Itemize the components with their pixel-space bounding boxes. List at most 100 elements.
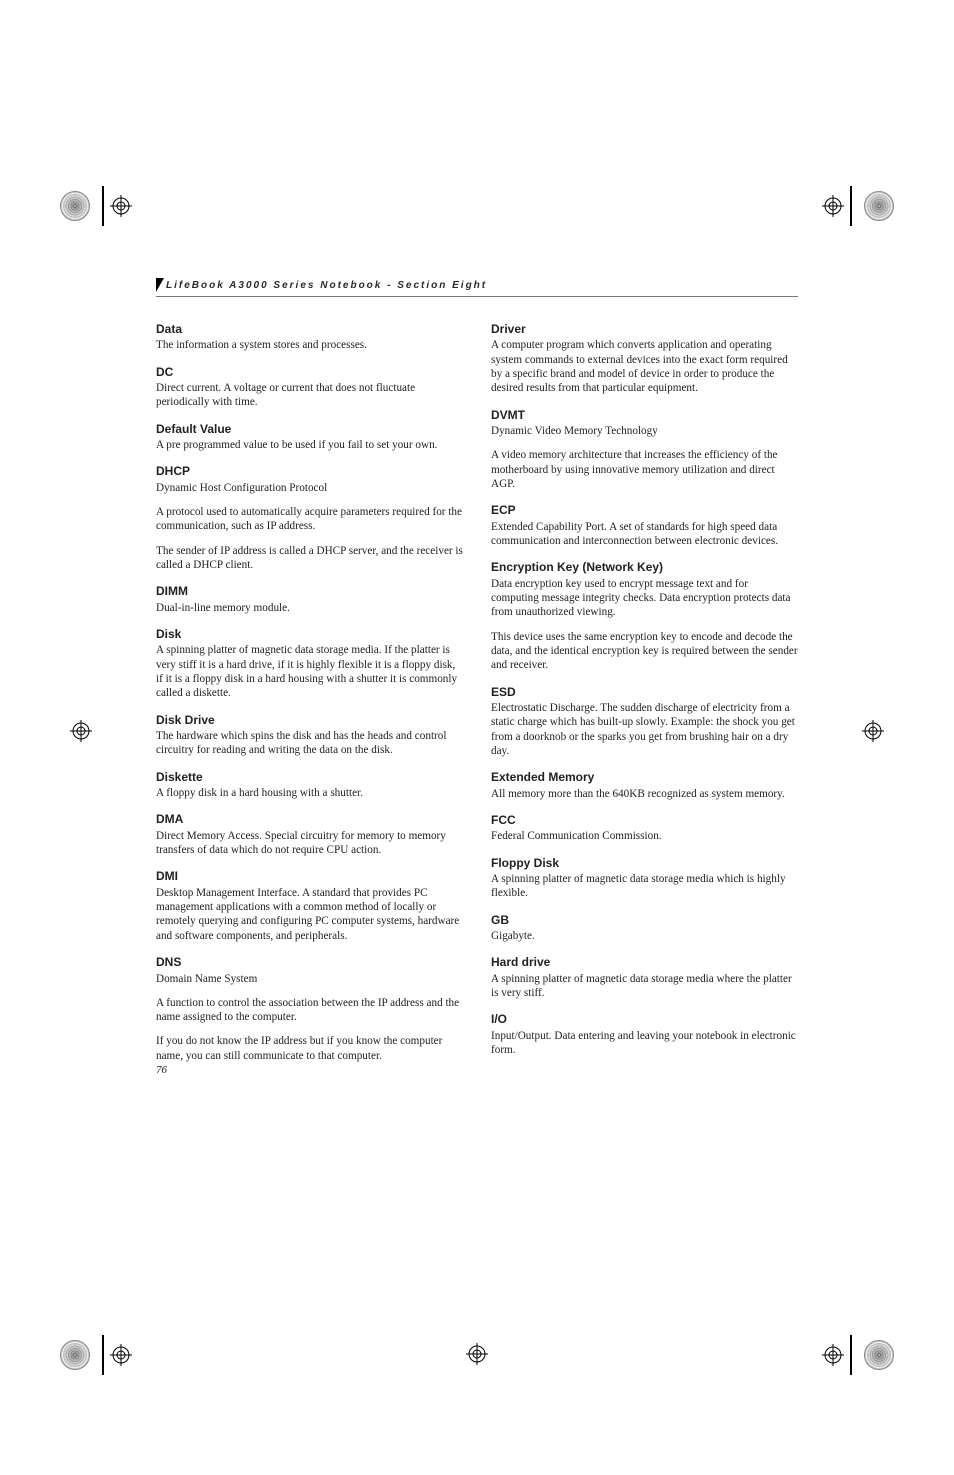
glossary-definition: The hardware which spins the disk and ha… bbox=[156, 729, 463, 758]
glossary-definition-paragraph: A pre programmed value to be used if you… bbox=[156, 438, 463, 452]
glossary-term: Floppy Disk bbox=[491, 856, 798, 871]
crosshair-icon bbox=[822, 195, 844, 217]
glossary-definition: A spinning platter of magnetic data stor… bbox=[491, 972, 798, 1001]
glossary-entry: Encryption Key (Network Key) Data encrypt… bbox=[491, 560, 798, 672]
glossary-term: Encryption Key (Network Key) bbox=[491, 560, 798, 575]
glossary-definition-paragraph: Desktop Management Interface. A standard… bbox=[156, 886, 463, 943]
registration-mark-bottom-left bbox=[60, 1335, 132, 1375]
glossary-definition-paragraph: All memory more than the 640KB recognize… bbox=[491, 787, 798, 801]
glossary-term: FCC bbox=[491, 813, 798, 828]
page-number: 76 bbox=[156, 1063, 463, 1077]
glossary-definition-paragraph: A function to control the association be… bbox=[156, 996, 463, 1025]
glossary-term: DMA bbox=[156, 812, 463, 827]
header-flag-icon bbox=[156, 278, 164, 292]
crosshair-icon bbox=[70, 720, 92, 742]
glossary-term: Disk bbox=[156, 627, 463, 642]
glossary-entry: GBGigabyte. bbox=[491, 913, 798, 944]
rosette-icon bbox=[60, 191, 90, 221]
glossary-term: GB bbox=[491, 913, 798, 928]
glossary-term: Diskette bbox=[156, 770, 463, 785]
glossary-definition: Electrostatic Discharge. The sudden disc… bbox=[491, 701, 798, 758]
glossary-definition: All memory more than the 640KB recognize… bbox=[491, 787, 798, 801]
glossary-definition: Data encryption key used to encrypt mess… bbox=[491, 577, 798, 673]
glossary-term: ECP bbox=[491, 503, 798, 518]
glossary-term: DC bbox=[156, 365, 463, 380]
glossary-entry: ECP Extended Capability Port. A set of st… bbox=[491, 503, 798, 548]
glossary-definition: Extended Capability Port. A set of stand… bbox=[491, 520, 798, 549]
registration-mark-mid-left bbox=[70, 720, 92, 742]
glossary-definition-paragraph: This device uses the same encryption key… bbox=[491, 630, 798, 673]
glossary-definition-paragraph: A video memory architecture that increas… bbox=[491, 448, 798, 491]
glossary-term: I/O bbox=[491, 1012, 798, 1027]
glossary-entry: DriverA computer program which converts … bbox=[491, 322, 798, 396]
glossary-definition: Gigabyte. bbox=[491, 929, 798, 943]
glossary-term: DVMT bbox=[491, 408, 798, 423]
glossary-definition-paragraph: Federal Communication Commission. bbox=[491, 829, 798, 843]
running-head-text: LifeBook A3000 Series Notebook - Section… bbox=[166, 280, 487, 291]
glossary-definition-paragraph: The hardware which spins the disk and ha… bbox=[156, 729, 463, 758]
glossary-term: ESD bbox=[491, 685, 798, 700]
header-rule bbox=[156, 296, 798, 297]
glossary-definition-paragraph: Domain Name System bbox=[156, 972, 463, 986]
glossary-definition-paragraph: The sender of IP address is called a DHC… bbox=[156, 544, 463, 573]
crosshair-icon bbox=[862, 720, 884, 742]
glossary-term: Disk Drive bbox=[156, 713, 463, 728]
glossary-definition: Input/Output. Data entering and leaving … bbox=[491, 1029, 798, 1058]
glossary-definition: Dynamic Host Configuration ProtocolA pro… bbox=[156, 481, 463, 573]
glossary-definition-paragraph: Direct Memory Access. Special circuitry … bbox=[156, 829, 463, 858]
glossary-entry: Disk DriveThe hardware which spins the d… bbox=[156, 713, 463, 758]
running-head: LifeBook A3000 Series Notebook - Section… bbox=[166, 280, 487, 291]
glossary-definition-paragraph: Input/Output. Data entering and leaving … bbox=[491, 1029, 798, 1058]
glossary-entry: DisketteA floppy disk in a hard housing … bbox=[156, 770, 463, 801]
crop-bar-icon bbox=[102, 1335, 104, 1375]
registration-mark-bottom-right bbox=[822, 1335, 894, 1375]
rosette-icon bbox=[864, 1340, 894, 1370]
glossary-definition-paragraph: Dynamic Video Memory Technology bbox=[491, 424, 798, 438]
glossary-definition-paragraph: Dual-in-line memory module. bbox=[156, 601, 463, 615]
glossary-entry: Floppy DiskA spinning platter of magneti… bbox=[491, 856, 798, 901]
crop-bar-icon bbox=[102, 186, 104, 226]
crosshair-icon bbox=[466, 1343, 488, 1365]
glossary-definition-paragraph: A spinning platter of magnetic data stor… bbox=[156, 643, 463, 700]
glossary-definition: A floppy disk in a hard housing with a s… bbox=[156, 786, 463, 800]
registration-mark-top-left bbox=[60, 186, 132, 226]
glossary-definition-paragraph: Data encryption key used to encrypt mess… bbox=[491, 577, 798, 620]
glossary-definition: The information a system stores and proc… bbox=[156, 338, 463, 352]
glossary-definition-paragraph: The information a system stores and proc… bbox=[156, 338, 463, 352]
crosshair-icon bbox=[110, 195, 132, 217]
glossary-definition-paragraph: A spinning platter of magnetic data stor… bbox=[491, 972, 798, 1001]
glossary-definition: Desktop Management Interface. A standard… bbox=[156, 886, 463, 943]
glossary-term: Extended Memory bbox=[491, 770, 798, 785]
glossary-entry: DIMMDual-in-line memory module. bbox=[156, 584, 463, 615]
glossary-entry: DMI Desktop Management Interface. A stand… bbox=[156, 869, 463, 943]
glossary-definition-paragraph: A computer program which converts applic… bbox=[491, 338, 798, 395]
glossary-entry: Hard driveA spinning platter of magnetic… bbox=[491, 955, 798, 1000]
crosshair-icon bbox=[822, 1344, 844, 1366]
glossary-term: DHCP bbox=[156, 464, 463, 479]
glossary-entry: DHCP Dynamic Host Configuration ProtocolA… bbox=[156, 464, 463, 572]
glossary-definition: Direct Memory Access. Special circuitry … bbox=[156, 829, 463, 858]
glossary-entry: FCCFederal Communication Commission. bbox=[491, 813, 798, 844]
glossary-definition: A computer program which converts applic… bbox=[491, 338, 798, 395]
glossary-definition: A spinning platter of magnetic data stor… bbox=[491, 872, 798, 901]
glossary-definition: Dynamic Video Memory Technology A video m… bbox=[491, 424, 798, 491]
glossary-definition-paragraph: Gigabyte. bbox=[491, 929, 798, 943]
glossary-entry: DVMTDynamic Video Memory Technology A vid… bbox=[491, 408, 798, 492]
glossary-definition: Federal Communication Commission. bbox=[491, 829, 798, 843]
glossary-term: DMI bbox=[156, 869, 463, 884]
registration-mark-mid-right bbox=[862, 720, 884, 742]
glossary-definition: A pre programmed value to be used if you… bbox=[156, 438, 463, 452]
glossary-entry: I/O Input/Output. Data entering and leavi… bbox=[491, 1012, 798, 1057]
glossary-definition-paragraph: A floppy disk in a hard housing with a s… bbox=[156, 786, 463, 800]
glossary-term: DNS bbox=[156, 955, 463, 970]
rosette-icon bbox=[864, 191, 894, 221]
glossary-entry: DCDirect current. A voltage or current t… bbox=[156, 365, 463, 410]
glossary-definition-paragraph: Electrostatic Discharge. The sudden disc… bbox=[491, 701, 798, 758]
registration-mark-top-right bbox=[822, 186, 894, 226]
glossary-entry: DiskA spinning platter of magnetic data … bbox=[156, 627, 463, 701]
glossary-definition: Domain Name System A function to control … bbox=[156, 972, 463, 1064]
glossary-entry: Default ValueA pre programmed value to b… bbox=[156, 422, 463, 453]
glossary-definition-paragraph: Direct current. A voltage or current tha… bbox=[156, 381, 463, 410]
crosshair-icon bbox=[110, 1344, 132, 1366]
glossary-entry: ESDElectrostatic Discharge. The sudden d… bbox=[491, 685, 798, 759]
